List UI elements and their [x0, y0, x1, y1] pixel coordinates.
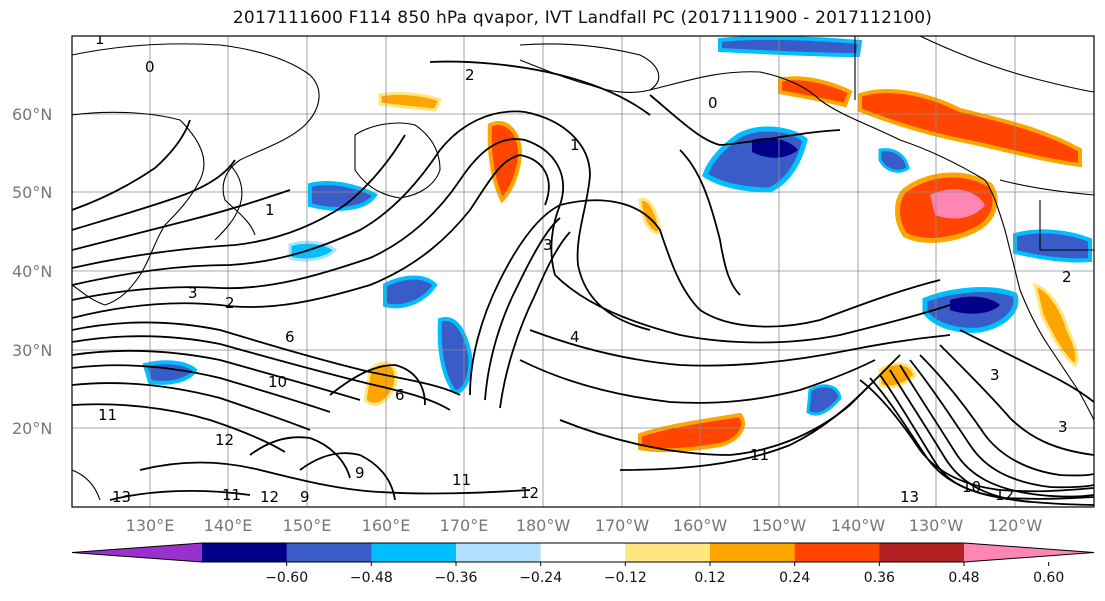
- colorbar-segment: [540, 543, 626, 562]
- contour-label: 3: [1058, 418, 1068, 436]
- colorbar-extend-max: [964, 543, 1094, 562]
- colorbar-segment: [794, 543, 880, 562]
- lon-label: 140°W: [831, 516, 886, 535]
- contour-label: 11: [452, 471, 471, 489]
- ivt-contours: [72, 60, 1094, 506]
- contour-label: 1: [570, 136, 580, 154]
- map-title: 2017111600 F114 850 hPa qvapor, IVT Land…: [232, 8, 933, 28]
- lon-label: 150°W: [752, 516, 807, 535]
- negative-anomaly-bering: [718, 36, 863, 58]
- contour-label: 0: [145, 58, 155, 76]
- colorbar-extend-min: [72, 543, 202, 562]
- colorbar-tick-label: 0.60: [1033, 570, 1064, 586]
- negative-anomaly-kamchatka: [308, 181, 378, 211]
- lon-label: 180°W: [516, 516, 571, 535]
- colorbar-segment: [371, 543, 457, 562]
- positive-anomaly-hawaii: [878, 362, 917, 389]
- colorbar-tick-label: −0.36: [435, 570, 478, 586]
- contour-label: 4: [570, 328, 580, 346]
- lon-label: 130°W: [909, 516, 964, 535]
- lat-label: 40°N: [12, 262, 52, 281]
- lon-label: 170°W: [595, 516, 650, 535]
- contour-label: 9: [300, 488, 310, 506]
- contour-label: 2: [225, 294, 235, 312]
- contour-label: 11: [750, 446, 769, 464]
- negative-anomaly-small-1: [288, 240, 338, 262]
- negative-anomaly-small-3: [878, 148, 910, 173]
- colorbar: −0.60 −0.48 −0.36 −0.24 −0.12 0.12 0.24 0.36 0.4…: [71, 542, 1095, 586]
- contour-label: 12: [215, 431, 234, 449]
- colorbar-segment: [456, 543, 542, 562]
- contour-label: 6: [395, 386, 405, 404]
- latitude-labels: 60°N 50°N 40°N 30°N 20°N: [12, 105, 52, 438]
- colorbar-segment: [879, 543, 965, 562]
- lat-label: 60°N: [12, 105, 52, 124]
- contour-label: 12: [260, 488, 279, 506]
- contour-label: 6: [285, 328, 295, 346]
- contour-label: 3: [543, 236, 553, 254]
- colorbar-segment: [286, 543, 372, 562]
- negative-anomaly-central-1: [383, 275, 438, 309]
- colorbar-tick-label: 0.12: [694, 570, 725, 586]
- coastlines: [72, 36, 1094, 501]
- strong-negative-gulf-alaska: [752, 138, 798, 158]
- lon-label: 170°E: [440, 516, 489, 535]
- lon-label: 150°E: [283, 516, 332, 535]
- colorbar-tick-label: 0.24: [779, 570, 810, 586]
- colorbar-outline: [71, 542, 1095, 563]
- strong-negative-ne-pacific: [950, 296, 1000, 314]
- contour-label: 2: [1062, 268, 1072, 286]
- contour-label: 10: [962, 478, 981, 496]
- colorbar-segment: [625, 543, 711, 562]
- lon-label: 160°W: [673, 516, 728, 535]
- contour-label: 10: [268, 373, 287, 391]
- positive-anomaly-okhotsk: [378, 91, 443, 112]
- contour-label: 13: [900, 488, 919, 506]
- lat-label: 50°N: [12, 183, 52, 202]
- lon-label: 130°E: [126, 516, 175, 535]
- contour-labels: 1 0 2 0 1 3 1 3 2 6 4 10 11 6 12 9 11 12…: [95, 30, 1072, 506]
- colorbar-tick-label: −0.12: [604, 570, 647, 586]
- positive-anomaly-alaska: [858, 88, 1082, 168]
- negative-anomaly-central-2: [437, 317, 473, 395]
- contour-label: 11: [98, 406, 117, 424]
- colorbar-segment: [202, 543, 288, 562]
- contour-label: 11: [222, 486, 241, 504]
- contour-label: 0: [708, 94, 718, 112]
- colorbar-tick-label: −0.60: [265, 570, 308, 586]
- contour-label: 9: [355, 464, 365, 482]
- strong-anomaly-pnw: [930, 189, 985, 219]
- lat-label: 20°N: [12, 419, 52, 438]
- contour-label: 12: [520, 484, 539, 502]
- colorbar-tick-label: −0.48: [350, 570, 393, 586]
- colorbar-tick-label: 0.48: [948, 570, 979, 586]
- map-frame: [71, 35, 1095, 508]
- map-content: 1 0 2 0 1 3 1 3 2 6 4 10 11 6 12 9 11 12…: [72, 30, 1094, 507]
- contour-label: 3: [188, 284, 198, 302]
- contour-label: 13: [112, 488, 131, 506]
- lon-label: 120°W: [988, 516, 1043, 535]
- contour-label: 1: [265, 201, 275, 219]
- positive-anomaly-california: [1032, 282, 1079, 368]
- lat-label: 30°N: [12, 341, 52, 360]
- contour-label: 12: [995, 486, 1014, 504]
- lon-label: 160°E: [362, 516, 411, 535]
- colorbar-tick-label: −0.24: [519, 570, 562, 586]
- contour-label: 3: [990, 366, 1000, 384]
- colorbar-tick-label: 0.36: [864, 570, 895, 586]
- negative-anomaly-west-us: [1013, 229, 1092, 263]
- longitude-labels: 130°E 140°E 150°E 160°E 170°E 180°W 170°…: [126, 516, 1043, 535]
- contour-label: 2: [465, 66, 475, 84]
- negative-anomaly-small-2: [806, 384, 842, 416]
- contour-label: 1: [95, 30, 105, 48]
- lon-label: 140°E: [204, 516, 253, 535]
- colorbar-segment: [710, 543, 796, 562]
